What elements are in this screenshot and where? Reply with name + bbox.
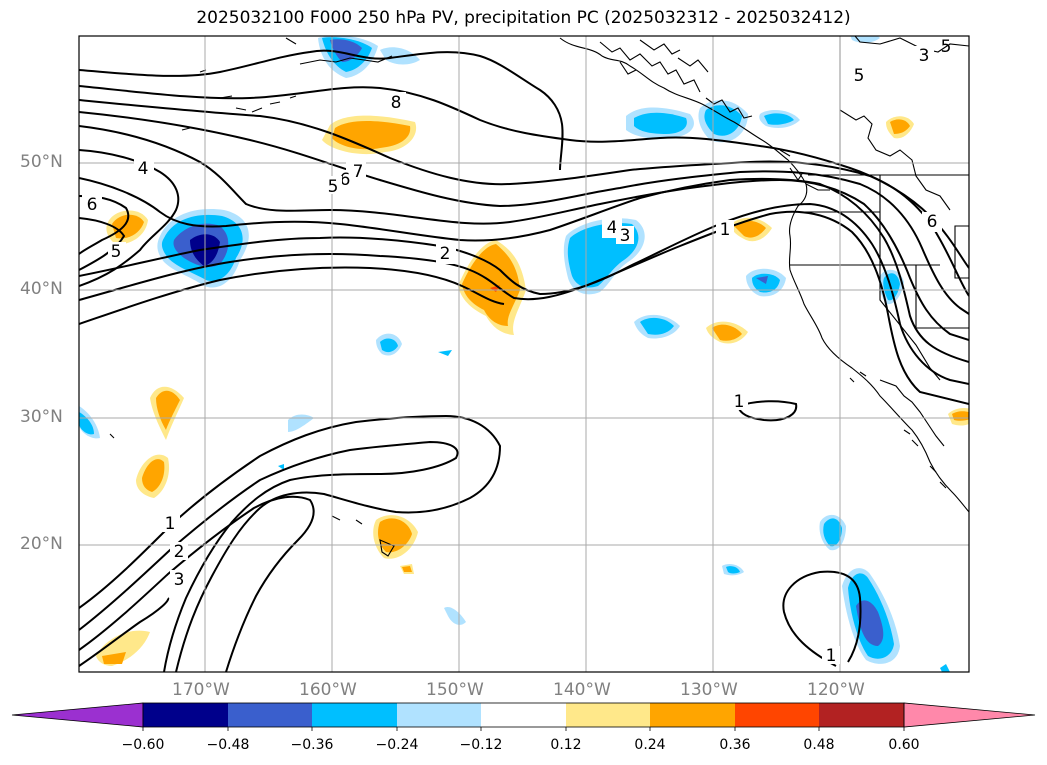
colorbar-swatch — [228, 703, 312, 727]
coastlines — [109, 36, 969, 557]
colorbar-tick-label: −0.24 — [375, 737, 419, 753]
contour-label: 3 — [174, 570, 185, 590]
contour-label: 5 — [941, 37, 952, 57]
longitude-label: 140°W — [553, 680, 611, 700]
colorbar-tick-label: −0.60 — [121, 737, 165, 753]
latitude-label: 30°N — [20, 407, 63, 427]
map-background — [79, 36, 969, 672]
contour-label: 1 — [165, 514, 176, 534]
contour-label: 2 — [174, 542, 185, 562]
latitude-label: 40°N — [20, 279, 63, 299]
colorbar-tick-label: −0.36 — [290, 737, 334, 753]
contour-labels: 8 7 6 5 4 6 5 4 3 2 1 6 5 1 1 2 3 1 3 — [82, 37, 951, 666]
contour-label: 1 — [720, 220, 731, 240]
colorbar-extend-high — [903, 702, 1036, 728]
colorbar-tick-label: −0.12 — [459, 737, 503, 753]
contour-label: 4 — [138, 159, 149, 179]
contour-label: 6 — [340, 170, 351, 190]
latitude-label: 20°N — [20, 534, 63, 554]
colorbar-extend-low — [11, 702, 144, 728]
contour-label: 5 — [328, 177, 339, 197]
colorbar-swatch — [397, 703, 481, 727]
latitude-label: 50°N — [20, 152, 63, 172]
contour-label: 8 — [391, 93, 402, 113]
map-frame — [78, 35, 970, 673]
colorbar-swatch — [312, 703, 397, 727]
contour-label: 1 — [826, 646, 837, 666]
longitude-label: 120°W — [807, 680, 865, 700]
contour-label: 6 — [927, 212, 938, 232]
colorbar-swatch — [481, 703, 566, 727]
longitude-label: 160°W — [299, 680, 357, 700]
pv-contours — [79, 49, 969, 672]
contour-label: 1 — [734, 392, 745, 412]
map-title: 2025032100 F000 250 hPa PV, precipitatio… — [196, 8, 851, 28]
contour-label: 6 — [87, 195, 98, 215]
longitude-label: 150°W — [426, 680, 484, 700]
longitude-label: 130°W — [680, 680, 738, 700]
contour-label: 7 — [353, 162, 364, 182]
colorbar — [11, 702, 1036, 731]
contour-label: 5 — [111, 242, 122, 262]
colorbar-tick-label: −0.48 — [206, 737, 250, 753]
colorbar-tick-label: 0.60 — [888, 737, 920, 753]
contour-label: 4 — [607, 218, 618, 238]
longitude-label: 170°W — [172, 680, 230, 700]
contour-label: 5 — [854, 66, 865, 86]
colorbar-swatch — [819, 703, 904, 727]
precipitation-shading — [79, 36, 969, 672]
colorbar-tick-label: 0.48 — [803, 737, 835, 753]
contour-label: 3 — [620, 226, 631, 246]
gridlines — [79, 36, 969, 672]
colorbar-tick-label: 0.36 — [719, 737, 751, 753]
colorbar-tick-label: 0.24 — [634, 737, 666, 753]
colorbar-swatch — [143, 703, 228, 727]
colorbar-swatch — [650, 703, 735, 727]
colorbar-swatch — [566, 703, 650, 727]
contour-label: 3 — [919, 46, 930, 66]
contour-label: 2 — [440, 244, 451, 264]
colorbar-tick-label: 0.12 — [550, 737, 582, 753]
colorbar-swatch — [735, 703, 819, 727]
